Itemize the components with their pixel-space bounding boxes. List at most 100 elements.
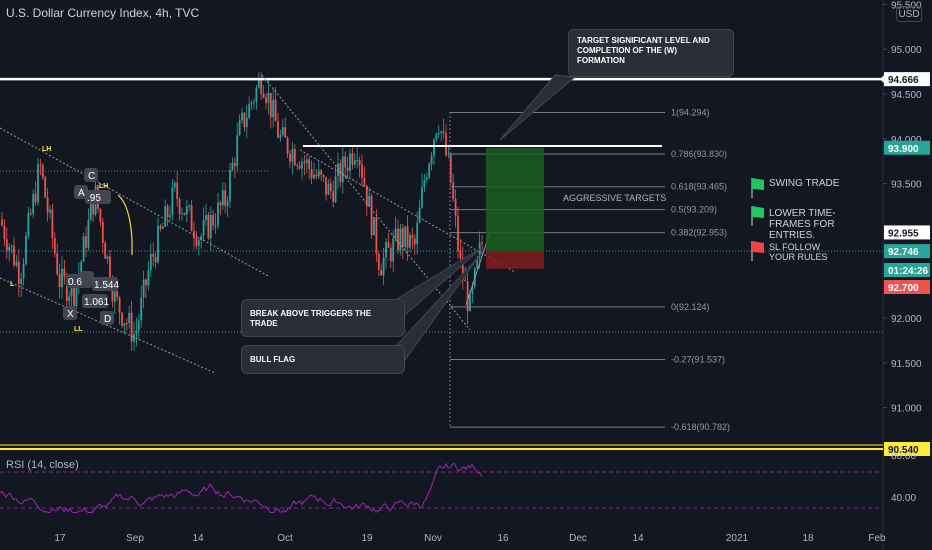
candle-body [166,206,169,218]
candle-body [262,93,265,98]
wave-label: 1.544 [94,280,119,291]
candle-body [44,177,47,198]
time-tick-label: 18 [802,533,814,544]
legend-lower-timeframes: LOWER TIME-FRAMES FOR ENTRIES. [769,208,836,241]
candle-body [5,239,8,251]
price-badge-label: 93.900 [888,144,919,155]
candle-body [113,291,116,302]
candle-body [137,320,140,331]
candle-body [310,168,313,179]
candle-body [315,174,318,177]
callout-bull-flag: BULL FLAG [241,345,405,374]
candle-body [385,242,387,258]
price-badge-label: 01:24:26 [888,266,928,277]
candle-body [8,246,11,251]
candle-body [68,296,71,302]
candle-body [440,131,443,133]
candle-body [303,161,306,164]
price-badge [884,244,930,259]
price-badge [884,72,930,87]
candle-body [195,238,198,246]
candle-body [279,135,282,138]
candle-body [116,291,119,298]
candle-body [361,164,363,178]
candle-body [229,170,231,201]
candle-body [53,238,56,254]
candle-body [75,286,78,306]
price-badge [884,225,930,240]
price-badge [884,442,930,456]
candle-body [423,179,426,188]
price-tick-label: 94.500 [891,90,922,101]
candle-body [231,162,234,171]
candle-body [394,228,397,239]
rsi-indicator-label[interactable]: RSI (14, close) [6,459,79,471]
candle-body [92,202,95,215]
target-zone [486,147,544,251]
candle-body [356,159,359,161]
candle-body [437,132,440,134]
wave-label: X [67,309,74,320]
fib-level-label: -0.27(91.537) [671,354,725,364]
candle-body [56,253,59,275]
candle-body [140,297,143,321]
wave-label: 1.061 [84,297,109,308]
price-badge-label: 92.746 [888,247,919,258]
candle-body [217,202,219,226]
wave-label: L [10,281,15,288]
candle-body [253,101,255,103]
candle-body [118,297,121,313]
candle-body [243,112,246,128]
candle-body [128,312,131,324]
wave-label: C [88,171,95,182]
candle-body [301,161,303,169]
candle-body [61,268,63,288]
candle-body [130,312,133,342]
candle-body [145,279,147,286]
candle-body [255,87,258,102]
candle-body [207,214,210,239]
candle-body [313,174,315,179]
wave-arc [117,194,133,255]
candle-body [185,206,188,215]
price-tick-label: 93.500 [891,180,922,191]
wave-label-box [92,277,118,291]
price-badge-label: 92.700 [888,283,919,294]
candle-body [181,212,183,214]
candle-body [142,279,145,298]
candle-body [183,212,186,215]
candle-body [293,148,296,165]
candle-body [464,280,467,282]
wave-label-box [100,311,114,325]
candle-body [15,261,18,266]
candle-body [377,253,380,270]
candle-body [416,222,419,245]
fib-level-label: 0.5(93.209) [671,205,717,215]
candle-body [298,165,301,169]
candle-body [51,209,54,239]
wave-label: LL [74,326,83,333]
currency-button[interactable]: USD [896,6,922,22]
candle-body [370,195,373,236]
price-badge-label: 90.540 [888,445,919,456]
candle-body [147,270,150,286]
wave-label-box [63,306,77,320]
candle-body [389,247,392,262]
candle-body [1,219,3,226]
candle-body [267,93,270,103]
candle-body [34,193,37,203]
candle-body [471,286,474,294]
candle-body [226,200,229,206]
candle-body [123,323,126,326]
candle-body [248,103,251,119]
candle-body [152,254,155,257]
candle-body [176,182,179,200]
time-tick-label: Nov [424,533,442,544]
time-tick-label: Sep [126,533,144,544]
candle-body [121,312,123,326]
candle-body [260,78,263,94]
wave-label: D [104,314,111,325]
candle-body [272,99,275,118]
wave-label: LH [99,183,108,190]
